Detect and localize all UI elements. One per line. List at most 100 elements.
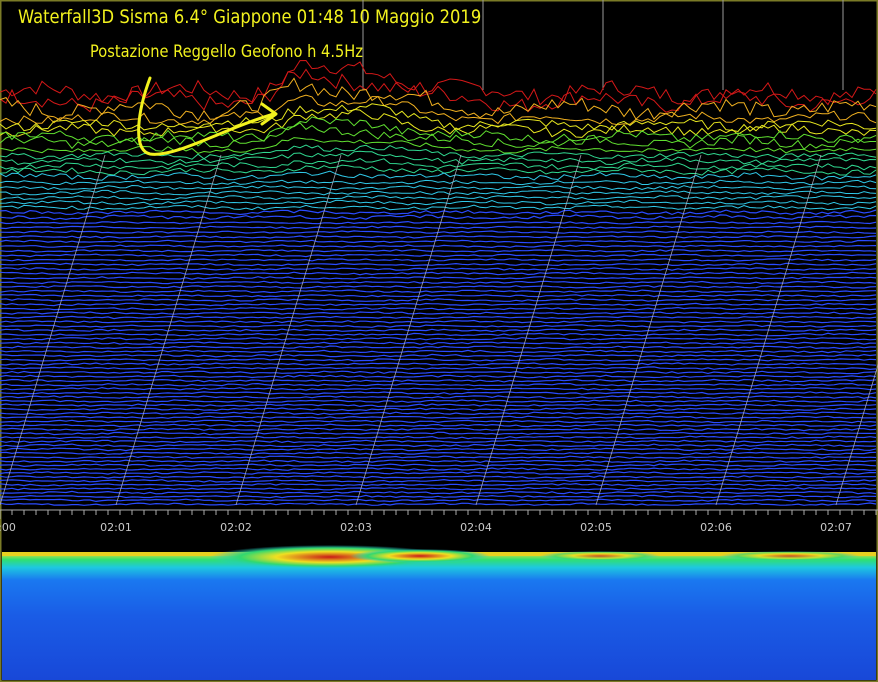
spectral-trace [0,435,877,440]
spectral-trace [0,467,877,471]
spectral-trace [0,220,877,225]
spectral-trace [0,68,877,113]
spectral-trace [0,336,877,341]
spectral-trace [0,276,877,280]
spectral-trace [0,248,877,253]
spectral-trace [0,108,877,138]
spectral-trace [0,341,877,345]
spectral-trace [0,214,877,221]
spectral-trace [0,349,877,354]
spectral-trace [0,271,877,276]
spectral-trace [0,482,877,487]
spectral-trace [0,345,876,350]
spectral-trace [0,451,877,456]
spectral-trace [0,122,876,150]
spectral-trace [0,407,877,412]
plot-subtitle: Postazione Reggello Geofono h 4.5Hz [90,42,363,62]
time-diagonal-lines [0,154,878,506]
spectral-trace [0,293,877,298]
spectral-trace [0,395,877,399]
spectral-trace [0,391,877,395]
spectral-trace [0,358,877,362]
spectral-trace [0,447,877,452]
spectral-trace [0,267,877,271]
time-diagonal-line [715,154,822,506]
spectral-trace [0,204,877,211]
time-diagonal-line [835,363,878,506]
spectral-trace [0,137,877,154]
spectral-trace [0,471,877,475]
time-diagonal-line [475,154,582,506]
tick-label-0: 02:00 [0,521,16,534]
spectral-trace [0,353,877,358]
spectral-trace [0,324,877,328]
spectral-trace [0,328,877,333]
spectral-trace [0,262,877,267]
spectral-trace [0,411,877,416]
spectral-trace [0,158,877,171]
tick-label-4: 02:04 [460,521,492,534]
spectral-trace [0,498,876,503]
spectral-trace [0,319,877,324]
spectrogram-2d [2,545,876,680]
time-diagonal-line [595,154,702,506]
spectral-trace [0,427,877,432]
spectral-trace [0,403,877,408]
spectral-traces [0,59,877,506]
tick-label-2: 02:02 [220,521,252,534]
spectral-trace [0,244,877,249]
spectral-trace [0,382,877,387]
spectral-trace [0,235,877,239]
tick-label-5: 02:05 [580,521,612,534]
tick-label-1: 02:01 [100,521,132,534]
spectral-trace [0,239,877,244]
spectral-trace [0,419,877,424]
spectral-trace [0,258,877,262]
spectral-trace [0,415,877,420]
spectral-trace [0,253,877,258]
spectral-trace [0,195,877,201]
spectral-trace [0,332,877,337]
spectral-trace [0,77,877,122]
spectral-trace [0,302,877,307]
spectral-trace [0,431,877,436]
spectral-trace [0,459,877,464]
tick-label-3: 02:03 [340,521,372,534]
spectral-trace [0,184,877,191]
spectral-trace [0,378,877,383]
tick-label-6: 02:06 [700,521,732,534]
spectral-trace [0,209,877,216]
spectral-trace [0,490,877,495]
spectral-trace [0,116,877,144]
spectral-trace [0,225,877,230]
spectral-trace [0,289,877,294]
spectral-trace [0,179,877,186]
spectral-trace [0,366,877,371]
top-grid-lines [362,0,844,90]
spectral-trace [0,280,877,285]
spectral-trace [0,170,877,181]
spectral-trace [0,423,877,428]
spectral-trace [0,486,877,491]
time-diagonal-line [355,154,462,506]
spectral-trace [0,164,877,176]
spectral-trace [0,362,877,366]
spectral-trace [0,189,877,196]
spectral-trace [0,94,877,126]
time-diagonal-line [235,154,342,506]
spectral-trace [0,284,877,289]
spectral-trace [0,374,877,379]
time-axis: 02:00 02:01 02:02 02:03 02:04 02:05 02:0… [0,509,878,534]
spectral-trace [0,59,877,106]
spectral-trace [0,315,877,320]
time-diagonal-line [0,154,106,506]
spectral-trace [0,199,877,206]
spectral-trace [0,455,877,460]
spectral-trace [0,502,877,506]
curved-arrow-right-icon [137,76,276,156]
spectral-trace [0,463,877,468]
arrow-head-icon [260,102,278,126]
time-diagonal-line [115,154,222,506]
